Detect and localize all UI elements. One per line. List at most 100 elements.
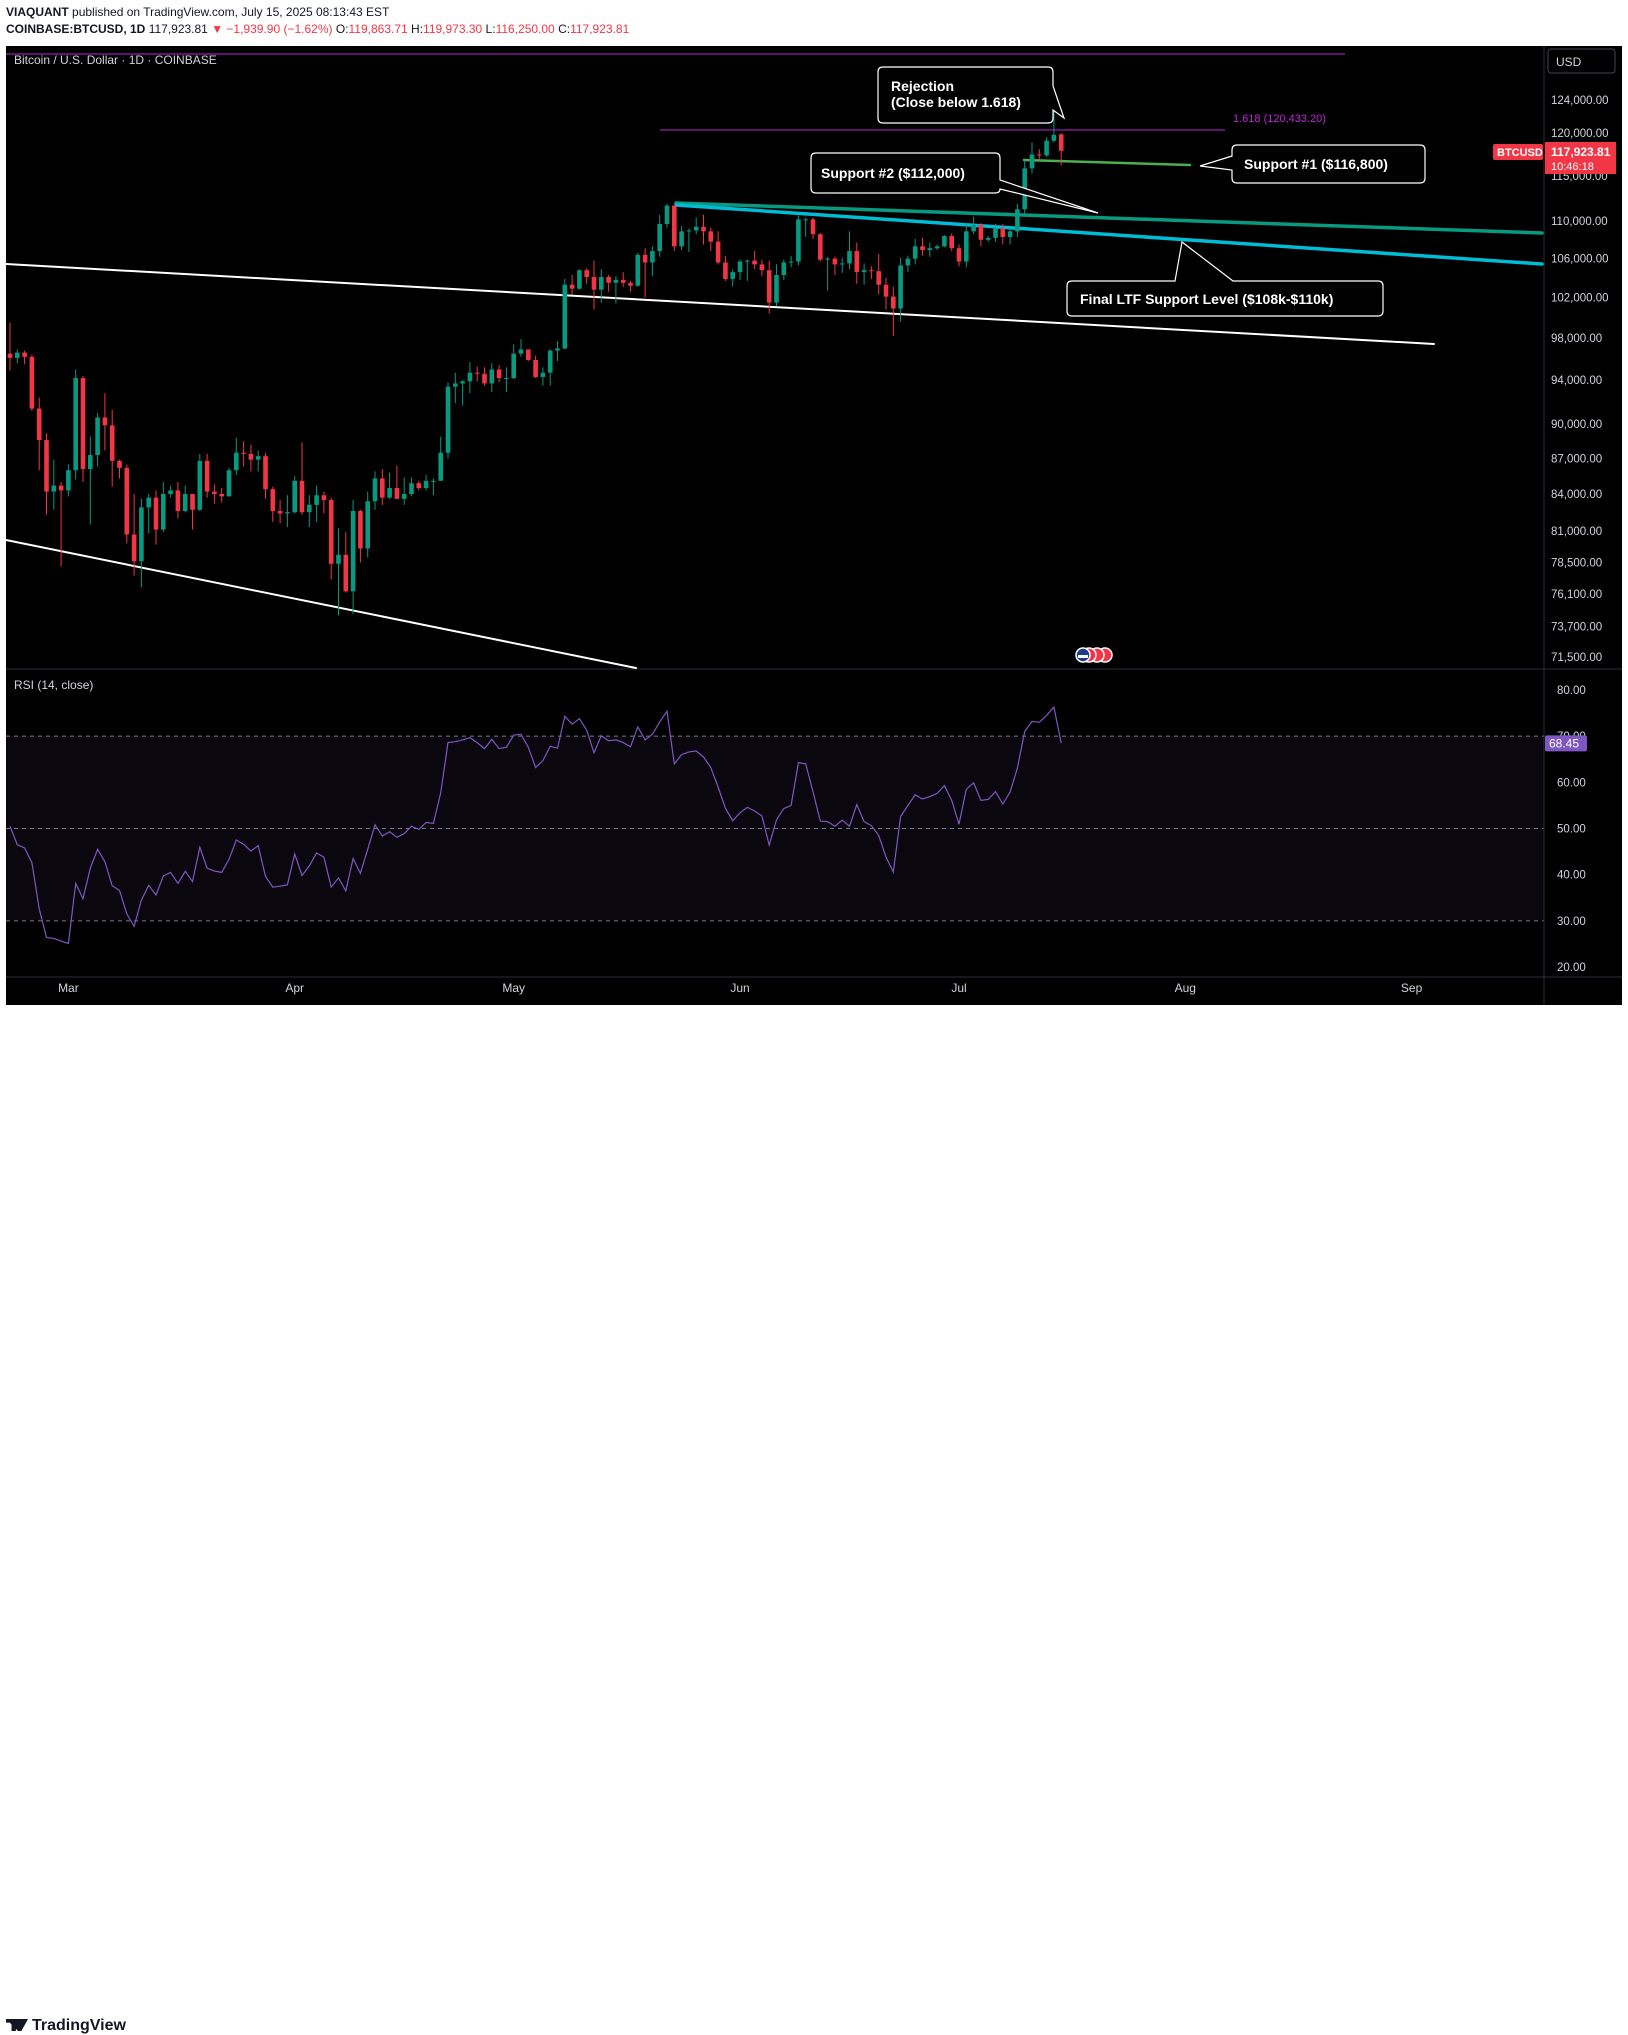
candle-body [912,246,918,259]
rsi-line [9,705,1062,945]
candlestick-series [7,106,1064,616]
candle-body [387,487,392,498]
support1-line [1022,158,1192,167]
candle-body [766,270,772,303]
candle-body [1044,140,1049,156]
candle-body [606,276,611,283]
candle-body [270,489,276,512]
tradingview-logo[interactable]: TradingView [6,2017,126,2035]
candle-body [1007,231,1013,237]
candle-body [693,226,699,231]
candle-body [759,264,765,271]
candle-body [985,237,991,240]
candle-body [358,511,363,549]
candle-body [1051,134,1057,141]
candle-body [737,261,743,273]
candle-body [620,279,626,283]
price-label-value: 117,923.81 [1551,145,1611,159]
candle-body [423,480,429,488]
candle-body [942,236,947,247]
candle-body [971,224,976,232]
rsi-tick-label: 30.00 [1557,916,1586,928]
rsi-pane-title: RSI (14, close) [14,678,93,692]
candle-body [686,230,692,232]
candle-body [343,554,349,592]
support2-callout: Support #2 ($112,000) [810,152,1099,214]
candle-body [547,350,553,373]
candle-body [562,284,568,349]
economic-events-icon[interactable] [1075,647,1113,663]
candle-body [591,276,597,290]
candle-body [774,275,779,303]
ohlc-legend: COINBASE:BTCUSD, 1D 117,923.81 ▼ −1,939.… [6,22,629,36]
currency-button-label[interactable]: USD [1556,55,1582,69]
upper-channel-line [5,263,1435,345]
last-price: 117,923.81 [148,22,208,36]
rsi-band-lines [6,735,1544,922]
candle-body [832,258,838,265]
close-label: C: [558,22,571,36]
symbol-price-tag-text: BTCUSD [1497,147,1543,159]
candle-body [526,349,531,360]
candle-body [898,265,903,309]
candle-body [679,231,684,247]
candle-body [650,251,655,263]
final-ltf-text: Final LTF Support Level ($108k-$110k) [1080,291,1333,307]
candle-body [489,369,495,384]
support1-callout: Support #1 ($116,800) [1199,144,1426,184]
candle-body [964,231,969,262]
price-tick-label: 102,000.00 [1551,293,1609,305]
candle-body [124,467,130,535]
candle-body [628,282,633,286]
time-tick-label: Sep [1401,981,1423,995]
candle-body [204,460,210,492]
candle-body [102,417,108,426]
candle-body [847,251,852,264]
time-axis: Mar Apr May Jun Jul Aug Sep [58,981,1423,995]
tradingview-icon [6,2019,28,2031]
candle-body [95,417,100,456]
candle-body [58,485,64,491]
currency-button[interactable] [1547,48,1616,74]
candle-body [336,554,341,564]
candle-body [920,246,925,251]
candle-body [139,507,144,562]
rsi-series [9,705,1062,945]
candle-body [263,456,268,490]
price-tick-label: 124,000.00 [1551,95,1609,107]
trendlines [5,158,1544,669]
chart-svg[interactable]: 124,000.00 120,000.00 115,000.00 110,000.00… [0,0,1628,1038]
price-change: ▼ −1,939.90 (−1.62%) [211,22,333,36]
candle-body [182,494,188,512]
rsi-tick-label: 20.00 [1557,962,1586,974]
price-tick-label: 76,100.00 [1551,589,1602,601]
candle-body [161,494,166,530]
author-name[interactable]: VIAQUANT [6,5,69,19]
candle-body [51,485,57,492]
candle-body [22,352,27,357]
candle-body [613,279,619,283]
candle-body [460,381,465,384]
candle-body [131,534,137,562]
price-tick-label: 120,000.00 [1551,128,1609,140]
candle-body [504,378,509,380]
candle-body [781,262,787,276]
candle-body [723,262,728,279]
candle-body [117,460,122,468]
candle-body [168,490,173,495]
chart-canvas[interactable] [6,46,1622,1005]
candle-body [36,408,42,441]
candle-body [314,495,319,505]
candle-body [496,369,502,379]
symbol-label: COINBASE:BTCUSD, 1D [6,22,146,36]
price-tick-label: 81,000.00 [1551,526,1602,538]
candle-body [350,511,356,592]
candle-body [1029,154,1035,169]
candle-body [715,241,721,263]
rejection-text-line2: (Close below 1.618) [891,94,1021,110]
candle-body [438,452,443,481]
candle-body [328,500,334,564]
candle-body [701,226,706,232]
candle-body [540,372,546,377]
candle-body [190,494,195,510]
